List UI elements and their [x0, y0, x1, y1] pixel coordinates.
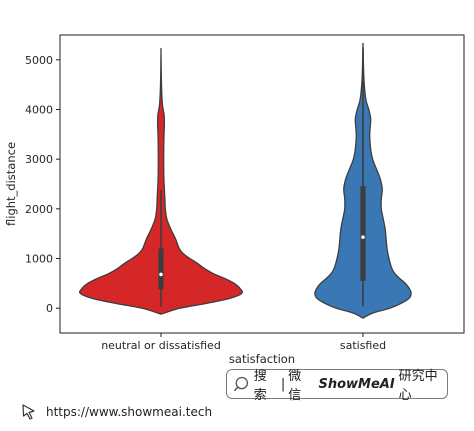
y-tick-label: 2000 [25, 203, 53, 216]
y-tick-label: 0 [46, 302, 53, 315]
footer-url[interactable]: https://www.showmeai.tech [46, 405, 213, 419]
violin-iqr-box [360, 185, 366, 281]
x-tick-label: satisfied [340, 339, 386, 352]
badge-search-text: 搜索 [253, 369, 267, 403]
badge-separator: | [280, 376, 286, 392]
badge-org: 研究中心 [398, 369, 438, 403]
x-tick-label: neutral or dissatisfied [101, 339, 221, 352]
violin-iqr-box [158, 248, 164, 290]
badge-channel-text: 微信 [288, 369, 302, 403]
violin-median-point [361, 235, 365, 239]
cursor-icon [22, 404, 35, 420]
violin-body [79, 47, 243, 315]
y-tick-label: 3000 [25, 153, 53, 166]
x-axis-label: satisfaction [229, 352, 295, 366]
y-tick-label: 1000 [25, 253, 53, 266]
badge-brand: ShowMeAI [318, 376, 395, 392]
x-axis: neutral or dissatisfied satisfied [101, 333, 386, 352]
violin-median-point [159, 272, 163, 277]
y-axis-label: flight_distance [4, 142, 18, 226]
violins [79, 42, 412, 319]
showmeai-badge: 搜索 | 微信 ShowMeAI 研究中心 [226, 369, 448, 403]
y-tick-label: 5000 [25, 54, 53, 67]
magnifier-icon [233, 376, 249, 392]
y-axis: 0 1000 2000 3000 4000 5000 [25, 54, 60, 315]
footer: https://www.showmeai.tech [20, 402, 212, 422]
y-tick-label: 4000 [25, 104, 53, 117]
